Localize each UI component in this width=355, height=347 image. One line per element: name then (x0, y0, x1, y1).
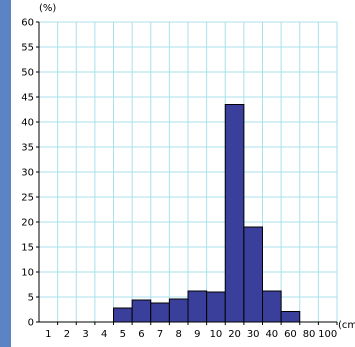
x-tick-label: 4 (101, 329, 107, 340)
x-tick-label: 5 (120, 329, 126, 340)
axes (36, 21, 338, 325)
y-tick-label: 30 (21, 168, 34, 179)
y-tick-label: 20 (21, 218, 34, 229)
y-tick-label: 0 (28, 318, 34, 329)
grid-lines (39, 21, 338, 323)
histogram-bar (243, 226, 263, 323)
chart-panel: 0 5 10 15 20 25 30 35 40 45 50 55 60 1 2 3 4 5 6 7 8 9 10 20 30… (11, 0, 355, 347)
histogram-bar (224, 104, 245, 323)
y-tick-label: 50 (21, 68, 34, 79)
x-tick-label: 30 (247, 329, 260, 340)
histogram-bar (131, 299, 152, 323)
x-tick-label: 9 (194, 329, 200, 340)
y-tick-label: 25 (21, 193, 34, 204)
x-tick-label: 40 (265, 329, 278, 340)
x-tick-label: 100 (318, 329, 337, 340)
x-tick-label: 2 (64, 329, 70, 340)
y-tick-labels: 0 5 10 15 20 25 30 35 40 45 50 55 60 (21, 18, 34, 329)
histogram-bar (262, 290, 282, 323)
x-tick-label: 8 (176, 329, 182, 340)
y-tick-label: 5 (28, 293, 34, 304)
y-tick-label: 40 (21, 118, 34, 129)
y-tick-label: 35 (21, 143, 34, 154)
x-tick-label: 1 (45, 329, 51, 340)
x-tick-labels: 1 2 3 4 5 6 7 8 9 10 20 30 40 60 80 100 (45, 329, 337, 340)
histogram-bar (150, 302, 170, 323)
histogram-bar (206, 291, 226, 323)
x-tick-label: 60 (284, 329, 297, 340)
bars (113, 104, 301, 323)
y-tick-label: 10 (21, 268, 34, 279)
y-unit-label: (%) (39, 3, 56, 14)
y-tick-label: 60 (21, 18, 34, 29)
x-tick-label: 80 (303, 329, 316, 340)
x-tick-label: 20 (228, 329, 241, 340)
y-tick-label: 55 (21, 43, 34, 54)
x-tick-label: 6 (138, 329, 144, 340)
histogram-bar (113, 307, 133, 323)
x-tick-label: 7 (157, 329, 163, 340)
x-tick-label: 3 (82, 329, 88, 340)
x-tick-label: 10 (210, 329, 223, 340)
y-tick-label: 15 (21, 243, 34, 254)
histogram-bar (280, 311, 301, 323)
histogram-bar (168, 298, 189, 323)
histogram-bar (187, 290, 208, 323)
y-tick-label: 45 (21, 93, 34, 104)
x-unit-label: (cm (338, 320, 355, 331)
